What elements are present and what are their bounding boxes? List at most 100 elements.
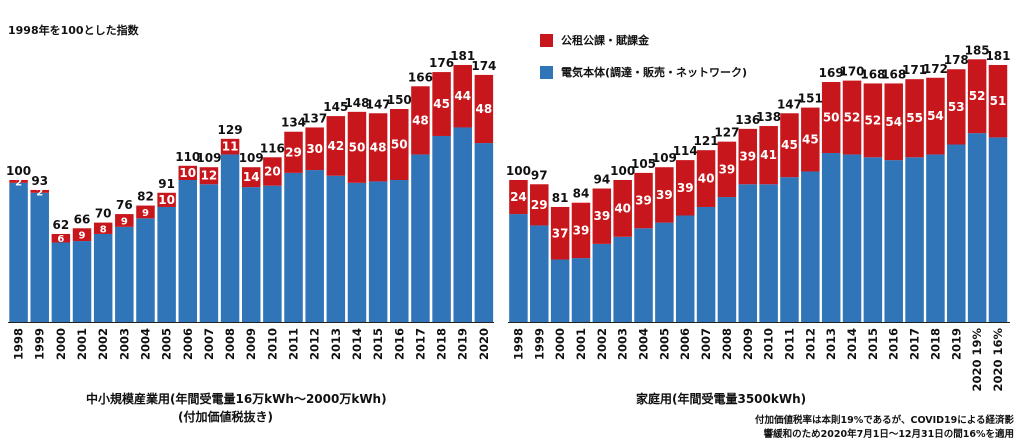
legend-item-levy: 公租公課・賦課金 bbox=[540, 32, 649, 48]
industrial-label-levy-2014: 50 bbox=[349, 140, 366, 154]
industrial-label-total-2015: 147 bbox=[366, 97, 391, 111]
industrial-tick-2013: 2013 bbox=[329, 328, 343, 360]
industrial-bar-levy-2005 bbox=[157, 192, 176, 207]
household-bar-base-2005 bbox=[655, 222, 674, 322]
household-bar-base-2014 bbox=[842, 154, 862, 322]
industrial-tick-2007: 2007 bbox=[202, 328, 216, 360]
household-tick-2014: 2014 bbox=[845, 328, 859, 360]
industrial-bar-levy-2015 bbox=[368, 113, 388, 182]
household-bar-base-2004 bbox=[634, 228, 653, 322]
household-tick-2018: 2018 bbox=[928, 328, 942, 360]
industrial-label-total-2016: 150 bbox=[387, 93, 412, 107]
household-label-total-2017: 171 bbox=[902, 63, 927, 77]
household-label-total-1998: 100 bbox=[506, 164, 531, 178]
industrial-label-levy-1998: 2 bbox=[15, 177, 22, 188]
household-label-levy-1998: 24 bbox=[510, 190, 527, 204]
industrial-bar-base-2009 bbox=[241, 187, 261, 322]
industrial-bar-base-2003 bbox=[115, 226, 134, 322]
household-bar-levy-2018 bbox=[926, 77, 945, 155]
industrial-label-levy-2020: 48 bbox=[476, 102, 493, 116]
industrial-bar-levy-2018 bbox=[432, 72, 451, 136]
industrial-label-total-2018: 176 bbox=[429, 56, 454, 70]
industrial-tick-2005: 2005 bbox=[160, 328, 174, 360]
industrial-label-levy-2004: 9 bbox=[142, 208, 149, 219]
household-tick-2017: 2017 bbox=[908, 328, 922, 360]
household-label-total-1999: 97 bbox=[531, 168, 548, 182]
industrial-bar-levy-2016 bbox=[390, 109, 409, 180]
household-bar-base-2006 bbox=[675, 215, 695, 322]
household-label-total-2003: 100 bbox=[610, 164, 635, 178]
industrial-tick-2004: 2004 bbox=[138, 328, 152, 360]
footnote-line2: 響緩和のため2020年7月1日〜12月31日の間16%を適用 bbox=[763, 429, 1014, 440]
industrial-tick-2000: 2000 bbox=[54, 328, 68, 360]
household-bar-levy-2015 bbox=[863, 83, 883, 158]
household-bar-levy-2000 bbox=[550, 206, 570, 260]
legend-item-base: 電気本体(調達・販売・ネットワーク) bbox=[540, 64, 747, 80]
household-bar-levy-2001 bbox=[571, 202, 591, 259]
industrial-bar-levy-2000 bbox=[51, 233, 71, 243]
household-bar-base-2010 bbox=[759, 184, 778, 322]
industrial-tick-2008: 2008 bbox=[223, 328, 237, 360]
household-bar-base-2016 bbox=[884, 160, 903, 322]
industrial-tick-2002: 2002 bbox=[96, 328, 110, 360]
industrial-label-levy-2003: 9 bbox=[121, 216, 128, 227]
household-label-levy-2016: 54 bbox=[885, 115, 902, 129]
industrial-bar-levy-2011 bbox=[284, 131, 303, 173]
household-bar-levy-2020 16% bbox=[988, 64, 1008, 138]
household-bar-levy-2012 bbox=[801, 107, 820, 172]
household-bar-base-2020 19% bbox=[967, 133, 987, 322]
household-tick-2009: 2009 bbox=[741, 328, 755, 360]
industrial-bar-levy-2014 bbox=[347, 111, 367, 183]
household-label-levy-2003: 40 bbox=[614, 201, 631, 215]
industrial-label-total-2002: 70 bbox=[95, 207, 112, 221]
industrial-bar-levy-2012 bbox=[305, 127, 324, 171]
caption-household: 家庭用(年間受電量3500kWh) bbox=[636, 392, 807, 406]
footnote-line1: 付加価値税率は本則19%であるが、COVID19による経済影 bbox=[755, 415, 1014, 426]
industrial-label-total-2008: 129 bbox=[218, 123, 243, 137]
household-tick-2012: 2012 bbox=[803, 328, 817, 360]
industrial-label-total-2012: 137 bbox=[302, 111, 327, 125]
household-tick-2020 16%: 2020 16% bbox=[991, 328, 1005, 392]
household-bar-base-2008 bbox=[717, 197, 737, 322]
household-bar-levy-2020 19% bbox=[967, 59, 987, 134]
household-bar-base-2020 16% bbox=[988, 137, 1008, 322]
household-label-total-2020 16%: 181 bbox=[985, 49, 1010, 63]
industrial-bar-base-2020 bbox=[474, 143, 494, 322]
industrial-bar-base-2014 bbox=[347, 182, 367, 322]
industrial-label-levy-2008: 11 bbox=[222, 140, 239, 154]
household-bar-base-2019 bbox=[947, 144, 966, 322]
household-label-total-2001: 84 bbox=[573, 187, 590, 201]
household-label-levy-2001: 39 bbox=[573, 223, 590, 237]
household-tick-2002: 2002 bbox=[595, 328, 609, 360]
industrial-bar-base-2001 bbox=[72, 241, 92, 322]
industrial-label-levy-2013: 42 bbox=[327, 139, 344, 153]
household-label-total-2015: 168 bbox=[860, 67, 885, 81]
household-bar-levy-2002 bbox=[592, 188, 612, 244]
industrial-label-levy-2001: 9 bbox=[79, 231, 86, 242]
industrial-bar-levy-2019 bbox=[453, 64, 472, 128]
household-label-levy-2014: 52 bbox=[844, 111, 861, 125]
industrial-tick-2014: 2014 bbox=[350, 328, 364, 360]
industrial-tick-2009: 2009 bbox=[244, 328, 258, 360]
household-bar-levy-2003 bbox=[613, 180, 632, 237]
household-label-total-2020 19%: 185 bbox=[965, 43, 990, 57]
industrial-bar-base-2006 bbox=[178, 180, 198, 322]
household-label-total-2016: 168 bbox=[881, 67, 906, 81]
household-tick-2007: 2007 bbox=[699, 328, 713, 360]
household-bar-base-2015 bbox=[863, 157, 883, 322]
industrial-label-total-2017: 166 bbox=[408, 70, 433, 84]
household-label-levy-2020 16%: 51 bbox=[990, 94, 1007, 108]
industrial-bar-base-2012 bbox=[305, 170, 324, 322]
industrial-bar-levy-2013 bbox=[326, 116, 346, 176]
industrial-bar-base-2007 bbox=[199, 184, 219, 322]
industrial-label-total-2003: 76 bbox=[116, 198, 133, 212]
industrial-bar-base-2002 bbox=[93, 233, 113, 322]
industrial-bar-base-2011 bbox=[284, 172, 303, 322]
industrial-label-levy-2017: 48 bbox=[412, 113, 429, 127]
household-bar-base-2013 bbox=[821, 153, 841, 322]
household-bar-base-1998 bbox=[509, 214, 528, 322]
household-label-total-2018: 172 bbox=[923, 62, 948, 76]
caption-industrial: 中小規模産業用(年間受電量16万kWh〜2000万kWh) bbox=[86, 392, 387, 406]
industrial-label-total-2006: 110 bbox=[175, 150, 200, 164]
industrial-tick-2020: 2020 bbox=[477, 328, 491, 360]
